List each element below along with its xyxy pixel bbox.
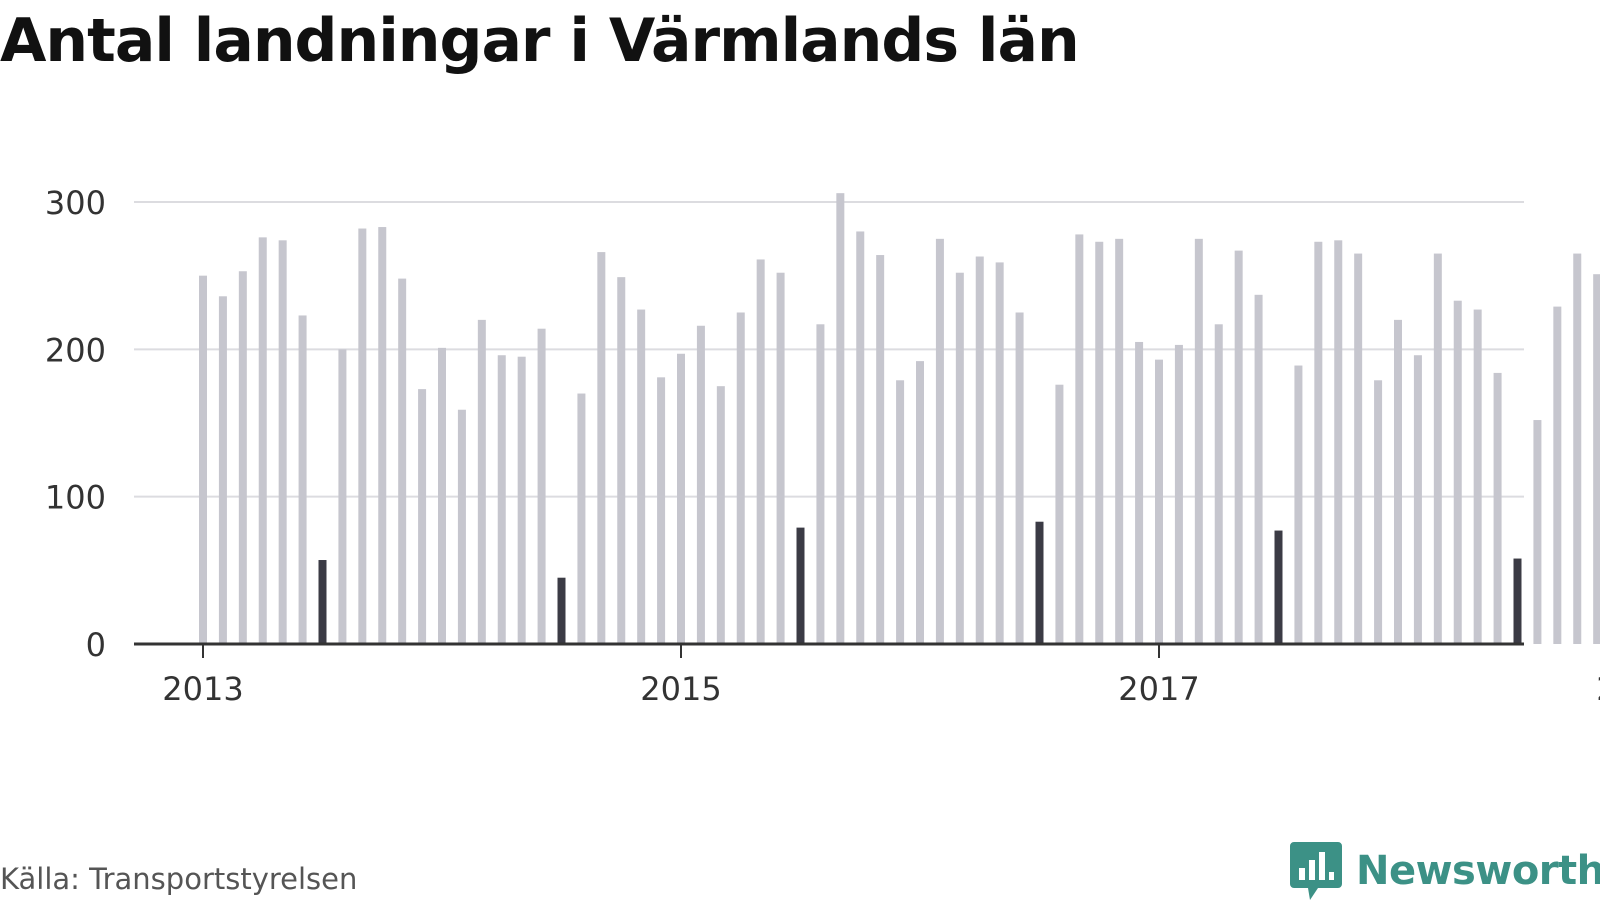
bar [736,312,745,644]
bar [696,325,705,644]
bar [338,349,347,644]
bar [278,240,287,644]
bar [597,252,606,645]
bar [1194,238,1203,645]
bar [497,355,506,644]
bar [1055,384,1064,644]
bar [1354,253,1363,645]
bar [896,380,905,644]
bar [995,262,1004,644]
source-note: Källa: Transportstyrelsen [0,862,358,896]
bar [955,272,964,644]
chart-title: Antal landningar i Värmlands län [0,6,1080,76]
bar [378,227,387,644]
bar [1294,365,1303,644]
y-axis-ticks: 0 100 200 300 [45,184,106,664]
bar [537,328,546,644]
bar [1473,309,1482,644]
x-tick-label: 2013 [162,670,243,708]
bar [318,560,327,644]
bar [438,347,446,644]
bar [238,271,247,644]
brand-logo: Newsworthy [1290,842,1600,900]
bars [199,193,1600,645]
bar [1394,319,1402,644]
bar [1513,558,1522,644]
bar [1493,372,1502,644]
bar [199,275,207,644]
bar [1433,253,1442,645]
bar [796,527,805,644]
bar [1533,420,1542,644]
x-tick-label: 2015 [640,670,721,708]
x-tick-label: 2017 [1118,670,1199,708]
bar [1155,359,1163,644]
bar [935,238,944,645]
bar [1274,530,1283,644]
y-tick-label: 0 [86,626,106,664]
bar [617,277,626,644]
bar [1115,238,1124,645]
x-axis-ticks: 201320152017201920212023 [162,644,1600,708]
bar [816,324,825,644]
bar [418,389,427,644]
bar [1234,250,1243,644]
bar [218,296,227,644]
brand-name: Newsworthy [1356,848,1600,894]
y-tick-label: 300 [45,184,106,222]
bar [756,259,765,644]
bar [657,377,666,644]
bar [517,356,526,644]
bar [716,386,725,644]
bar-chart-speech-bubble-icon [1290,842,1342,900]
bar [298,315,307,644]
bar [1214,324,1223,644]
bar [1075,234,1084,644]
bar [1314,241,1323,644]
bar [1374,380,1383,644]
bar [1453,300,1462,644]
bar [358,228,367,644]
bar [398,278,407,644]
bar [1553,306,1562,644]
bar [637,309,646,644]
bar [776,272,785,644]
bar [1135,341,1144,644]
bar [1095,241,1104,644]
bar [577,393,586,644]
y-tick-label: 100 [45,479,106,517]
bar [1174,344,1183,644]
x-tick-label: 2019 [1596,670,1600,708]
y-tick-label: 200 [45,331,106,369]
bar [1573,253,1582,645]
bar [975,256,984,644]
bar [1334,240,1343,644]
bar [1254,294,1263,644]
bar [677,353,685,644]
bar [856,231,865,644]
bar [1015,312,1024,644]
bar [557,577,566,644]
bar [457,409,466,644]
bar [1035,521,1044,644]
bar [876,255,885,645]
bar [477,319,486,644]
bar [916,361,924,644]
bar [258,237,267,645]
bar [1413,355,1422,644]
bar [836,193,845,644]
bar [1593,274,1600,644]
